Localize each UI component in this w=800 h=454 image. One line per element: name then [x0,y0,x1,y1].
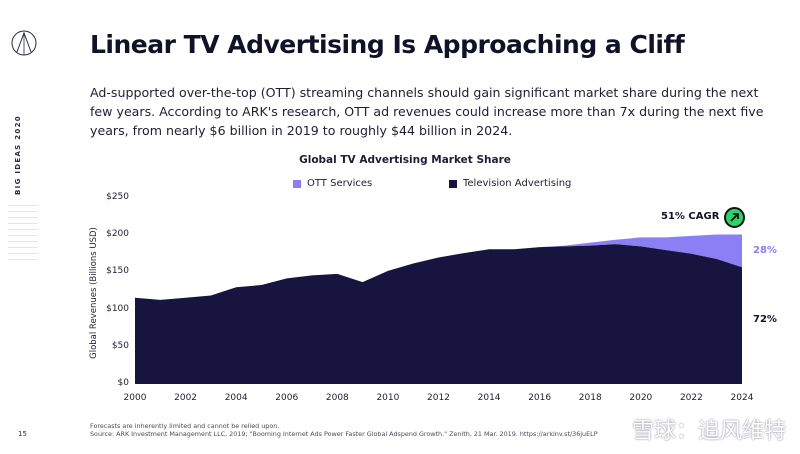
sidebar-divider [8,205,38,265]
x-tick-label: 2012 [427,393,450,403]
y-tick-label: $0 [117,378,129,388]
x-tick-label: 2004 [224,393,248,403]
legend-label-ott: OTT Services [307,178,373,189]
footnote-disclaimer: Forecasts are inherently limited and can… [90,422,280,430]
footnote: Forecasts are inherently limited and can… [90,422,650,438]
trend-up-icon [724,207,745,228]
page-number: 15 [18,430,27,438]
x-tick-label: 2006 [275,393,299,403]
ark-logo-icon [11,30,37,56]
series-area-ott [135,234,742,300]
y-tick-label: $150 [106,266,129,277]
tv-share-label: 72% [753,314,777,325]
sidebar: BIG IDEAS 2020 15 [0,0,46,454]
x-tick-label: 2024 [730,393,754,403]
y-tick-label: $250 [106,192,129,202]
x-tick-label: 2002 [174,393,198,403]
footnote-source: Source: ARK Investment Management LLC, 2… [90,430,598,438]
legend-label-tv: Television Advertising [463,178,572,189]
y-tick-label: $200 [106,229,129,240]
chart-title: Global TV Advertising Market Share [299,154,511,166]
x-tick-label: 2008 [325,393,349,403]
series-area-tv [135,244,742,384]
page-title: Linear TV Advertising Is Approaching a C… [90,30,685,59]
x-tick-label: 2014 [477,393,501,403]
legend-swatch-ott [293,179,301,188]
x-tick-label: 2000 [123,393,147,403]
cagr-annotation: 51% CAGR [661,211,720,222]
x-tick-label: 2020 [629,393,653,403]
legend-item-ott: OTT Services [293,178,372,189]
legend-swatch-tv [449,179,457,188]
x-tick-label: 2016 [528,393,552,403]
legend-item-tv: Television Advertising [449,178,571,189]
x-tick-label: 2022 [679,393,703,403]
page-description: Ad-supported over-the-top (OTT) streamin… [90,85,764,138]
x-tick-label: 2018 [578,393,602,403]
watermark: 雪球：追风维特 [631,419,786,444]
ott-share-label: 28% [753,245,777,256]
y-tick-label: $100 [106,303,129,314]
y-tick-label: $50 [111,340,129,351]
x-tick-label: 2010 [376,393,400,403]
